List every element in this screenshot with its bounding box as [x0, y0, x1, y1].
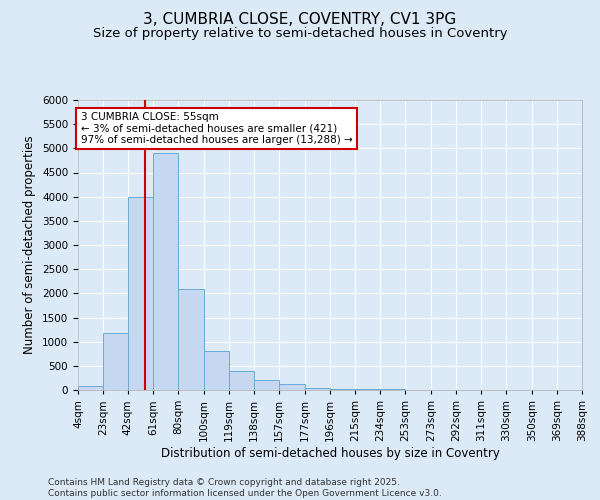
Bar [330, 388, 355, 390]
Bar [153, 153, 178, 390]
Bar [178, 288, 204, 390]
Text: Contains HM Land Registry data © Crown copyright and database right 2025.
Contai: Contains HM Land Registry data © Crown c… [48, 478, 442, 498]
Bar [128, 196, 153, 390]
Y-axis label: Number of semi-detached properties: Number of semi-detached properties [23, 136, 37, 354]
Text: Size of property relative to semi-detached houses in Coventry: Size of property relative to semi-detach… [92, 28, 508, 40]
Text: 3 CUMBRIA CLOSE: 55sqm
← 3% of semi-detached houses are smaller (421)
97% of sem: 3 CUMBRIA CLOSE: 55sqm ← 3% of semi-deta… [80, 112, 352, 146]
Text: 3, CUMBRIA CLOSE, COVENTRY, CV1 3PG: 3, CUMBRIA CLOSE, COVENTRY, CV1 3PG [143, 12, 457, 28]
Bar [305, 388, 330, 390]
X-axis label: Distribution of semi-detached houses by size in Coventry: Distribution of semi-detached houses by … [161, 446, 499, 460]
Bar [279, 384, 305, 390]
Bar [103, 333, 128, 390]
Bar [254, 380, 279, 390]
Bar [229, 370, 254, 390]
Bar [78, 386, 103, 390]
Bar [204, 352, 229, 390]
Bar [355, 389, 380, 390]
